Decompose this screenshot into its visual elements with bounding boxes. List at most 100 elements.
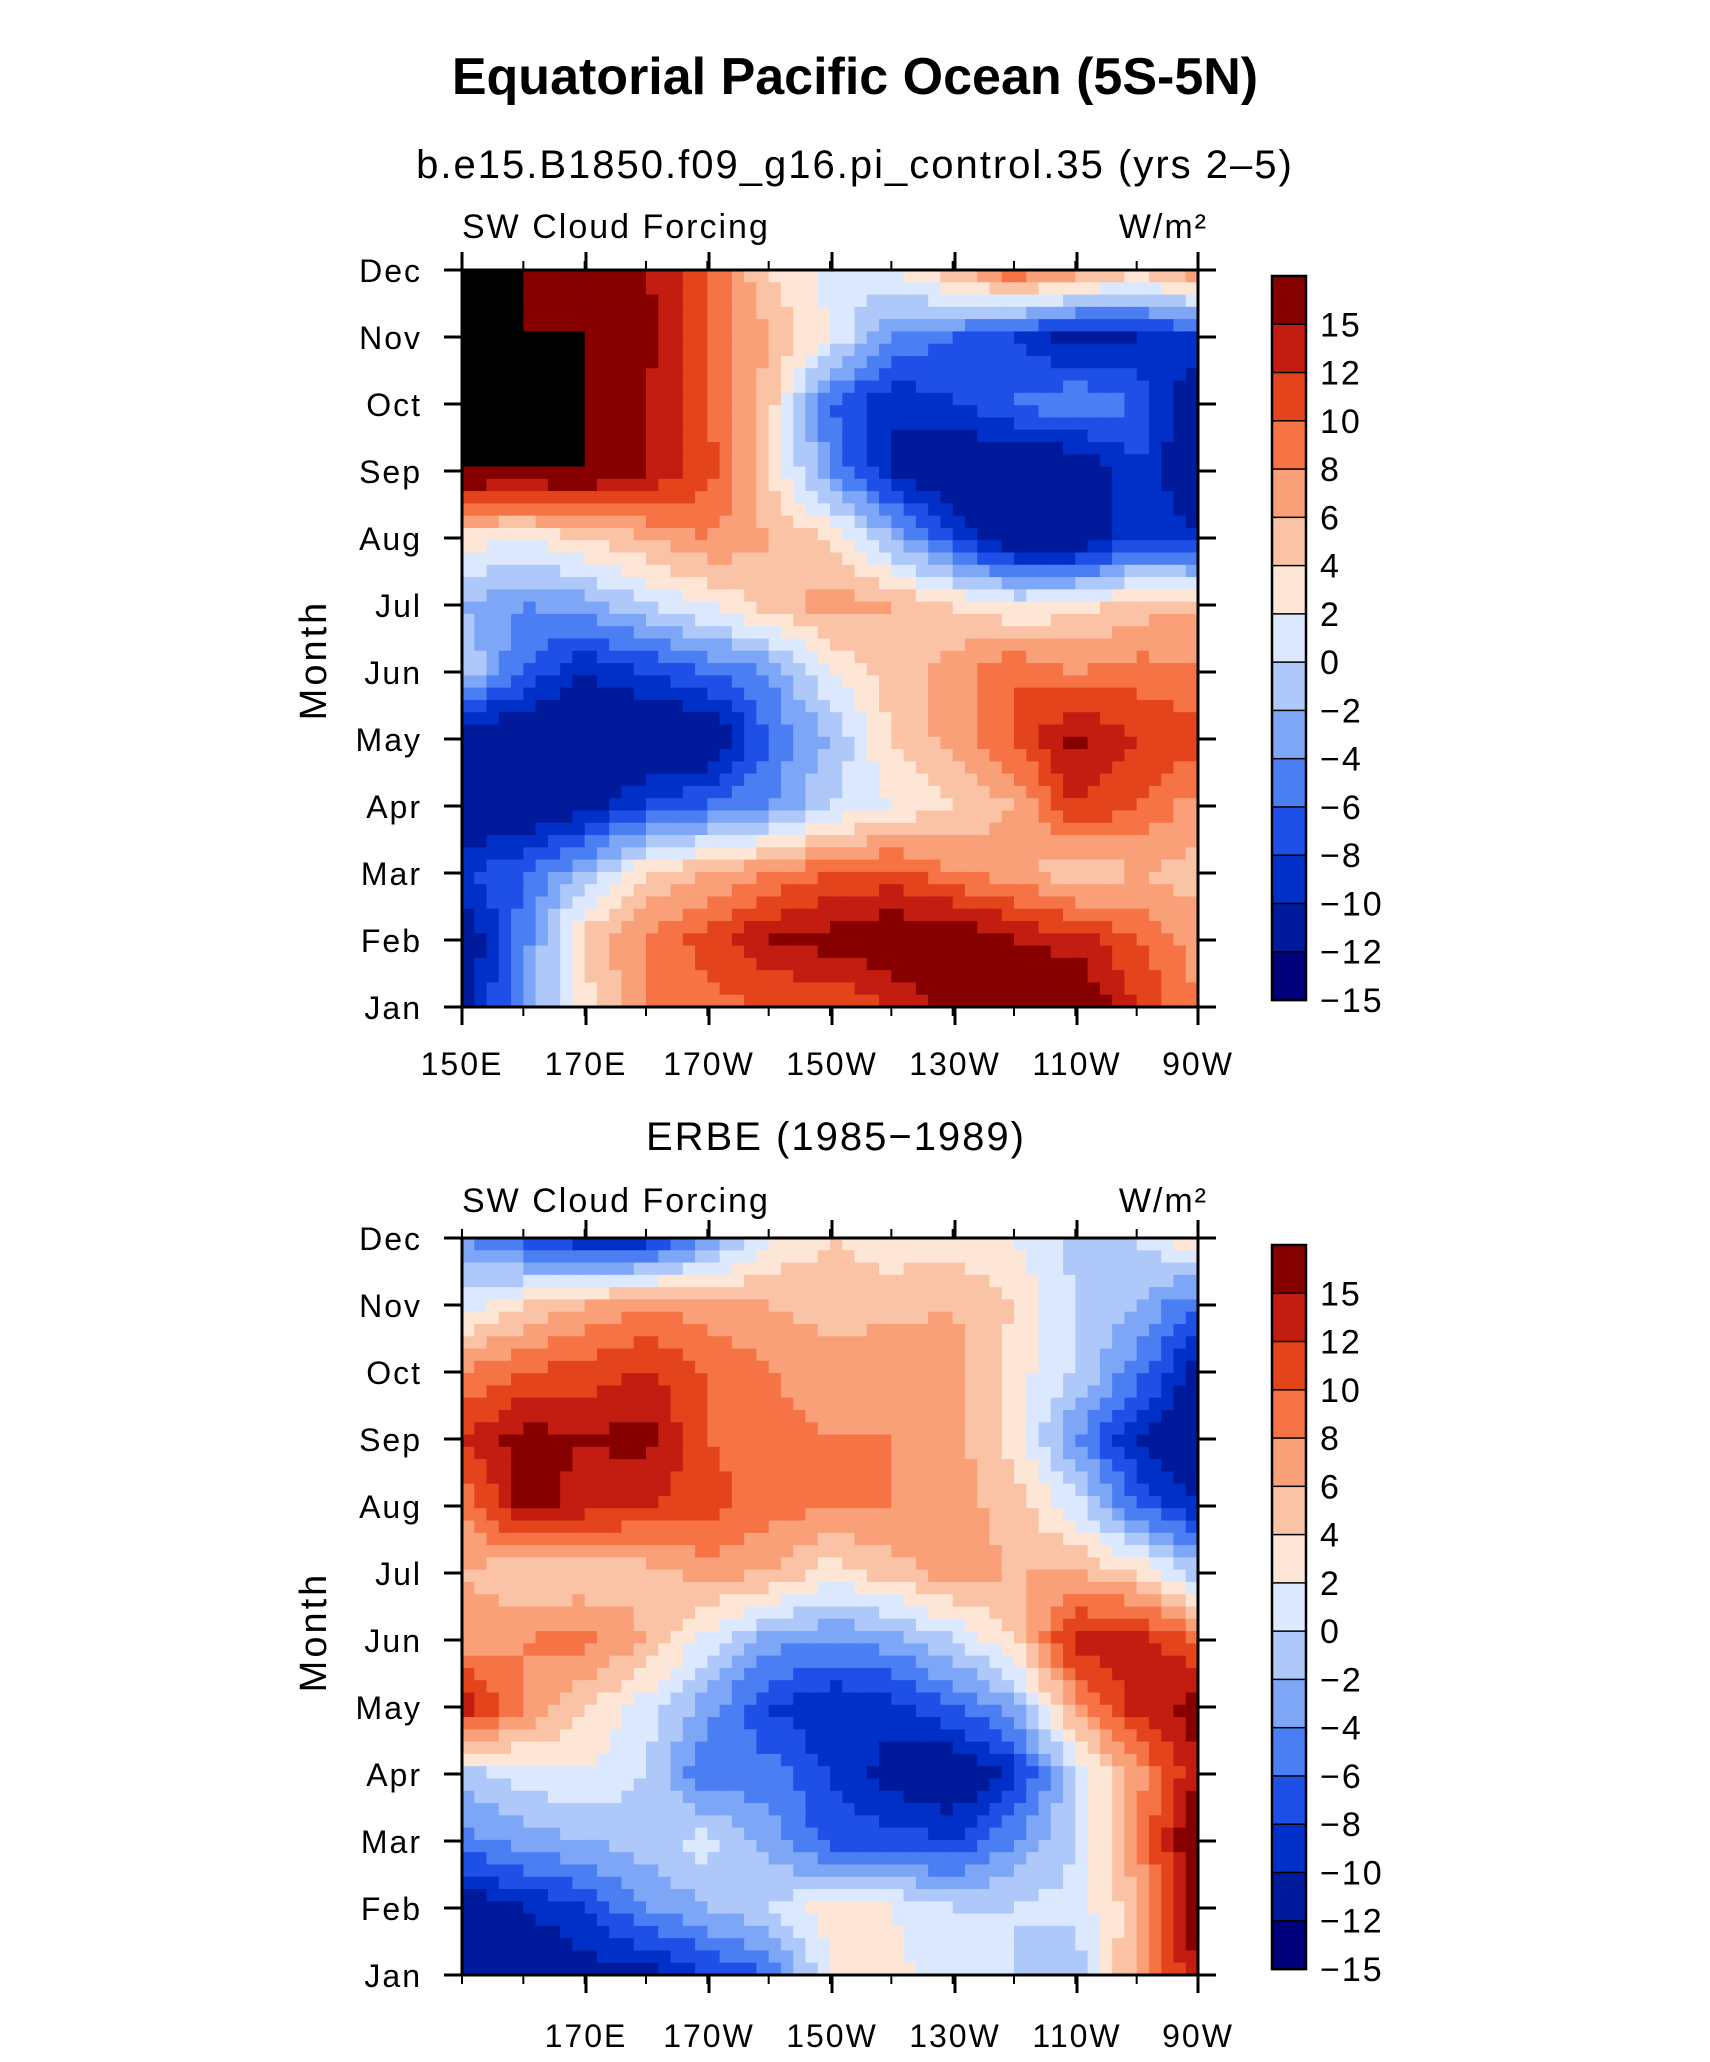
heatmap-cell — [879, 933, 892, 947]
heatmap-cell — [977, 957, 991, 971]
heatmap-cell — [462, 355, 475, 369]
heatmap-cell — [1124, 577, 1138, 590]
heatmap-cell — [1050, 1434, 1064, 1448]
heatmap-cell — [596, 601, 610, 615]
heatmap-cell — [695, 540, 708, 554]
heatmap-cell — [486, 761, 500, 775]
heatmap-cell — [731, 392, 745, 406]
heatmap-cell — [621, 454, 635, 468]
heatmap-cell — [1136, 896, 1150, 910]
heatmap-cell — [498, 871, 512, 885]
heatmap-cell — [1001, 564, 1015, 578]
heatmap-cell — [756, 933, 770, 947]
heatmap-cell — [879, 1287, 892, 1301]
heatmap-cell — [1173, 650, 1187, 664]
heatmap-cell — [547, 478, 561, 492]
heatmap-cell — [1087, 1446, 1101, 1460]
heatmap-cell — [830, 343, 843, 357]
heatmap-cell — [744, 294, 757, 308]
heatmap-cell — [1038, 478, 1052, 492]
heatmap-cell — [621, 306, 635, 320]
heatmap-cell — [768, 675, 782, 689]
heatmap-cell — [780, 1409, 794, 1423]
heatmap-cell — [768, 392, 782, 406]
heatmap-cell — [658, 294, 672, 308]
heatmap-cell — [670, 896, 684, 910]
heatmap-cell — [1001, 270, 1015, 283]
heatmap-cell — [1148, 921, 1162, 934]
heatmap-cell — [535, 970, 549, 984]
heatmap-cell — [903, 785, 917, 799]
heatmap-cell — [633, 270, 647, 283]
heatmap-cell — [596, 1238, 610, 1251]
heatmap-cell — [596, 1287, 610, 1301]
heatmap-cell — [964, 957, 978, 971]
heatmap-cell — [646, 503, 659, 517]
heatmap-cell — [1050, 1299, 1064, 1313]
heatmap-cell — [842, 847, 856, 861]
heatmap-cell — [670, 859, 684, 873]
heatmap-cell — [891, 1385, 905, 1399]
heatmap-cell — [768, 847, 782, 861]
heatmap-cell — [609, 896, 623, 910]
heatmap-cell — [842, 577, 856, 590]
heatmap-cell — [474, 970, 488, 984]
heatmap-cell — [695, 1311, 708, 1325]
heatmap-cell — [1001, 957, 1015, 971]
heatmap-cell — [1026, 540, 1040, 554]
heatmap-cell — [462, 970, 475, 984]
heatmap-cell — [866, 1287, 880, 1301]
heatmap-cell — [633, 1459, 647, 1472]
heatmap-cell — [1124, 1336, 1138, 1350]
heatmap-cell — [572, 1262, 586, 1276]
heatmap-cell — [1173, 663, 1187, 676]
heatmap-cell — [928, 957, 941, 971]
heatmap-cell — [560, 712, 573, 726]
heatmap-cell — [682, 613, 696, 627]
heatmap-cell — [1014, 908, 1027, 922]
heatmap-cell — [854, 699, 868, 713]
heatmap-cell — [964, 712, 978, 726]
heatmap-cell — [474, 515, 488, 529]
heatmap-cell — [854, 687, 868, 701]
heatmap-cell — [1161, 933, 1175, 947]
heatmap-cell — [977, 1287, 991, 1301]
heatmap-cell — [707, 933, 721, 947]
heatmap-cell — [1038, 1459, 1052, 1472]
heatmap-cell — [830, 1323, 843, 1337]
heatmap-cell — [1161, 306, 1175, 320]
heatmap-cell — [1026, 847, 1040, 861]
heatmap-cell — [646, 859, 659, 873]
heatmap-cell — [1050, 687, 1064, 701]
heatmap-cell — [462, 1459, 475, 1472]
heatmap-cell — [891, 699, 905, 713]
heatmap-cell — [486, 1385, 500, 1399]
heatmap-cell — [793, 724, 807, 738]
heatmap-cell — [1148, 601, 1162, 615]
heatmap-cell — [1075, 613, 1089, 627]
heatmap-cell — [940, 1434, 954, 1448]
heatmap-cell — [535, 749, 549, 762]
heatmap-cell — [695, 1262, 708, 1276]
heatmap-cell — [535, 613, 549, 627]
heatmap-cell — [596, 699, 610, 713]
heatmap-cell — [719, 933, 733, 947]
heatmap-cell — [780, 994, 794, 1008]
heatmap-cell — [952, 417, 966, 431]
heatmap-cell — [1136, 392, 1150, 406]
heatmap-cell — [1099, 663, 1113, 676]
heatmap-cell — [989, 577, 1003, 590]
heatmap-cell — [1185, 429, 1199, 443]
heatmap-cell — [670, 1373, 684, 1386]
heatmap-cell — [793, 527, 807, 541]
heatmap-cell — [903, 478, 917, 492]
heatmap-cell — [695, 355, 708, 369]
heatmap-cell — [928, 847, 941, 861]
heatmap-cell — [731, 921, 745, 934]
heatmap-cell — [547, 392, 561, 406]
heatmap-cell — [756, 675, 770, 689]
heatmap-cell — [474, 994, 488, 1008]
heatmap-cell — [1001, 1459, 1015, 1472]
heatmap-cell — [1124, 405, 1138, 418]
heatmap-cell — [830, 847, 843, 861]
